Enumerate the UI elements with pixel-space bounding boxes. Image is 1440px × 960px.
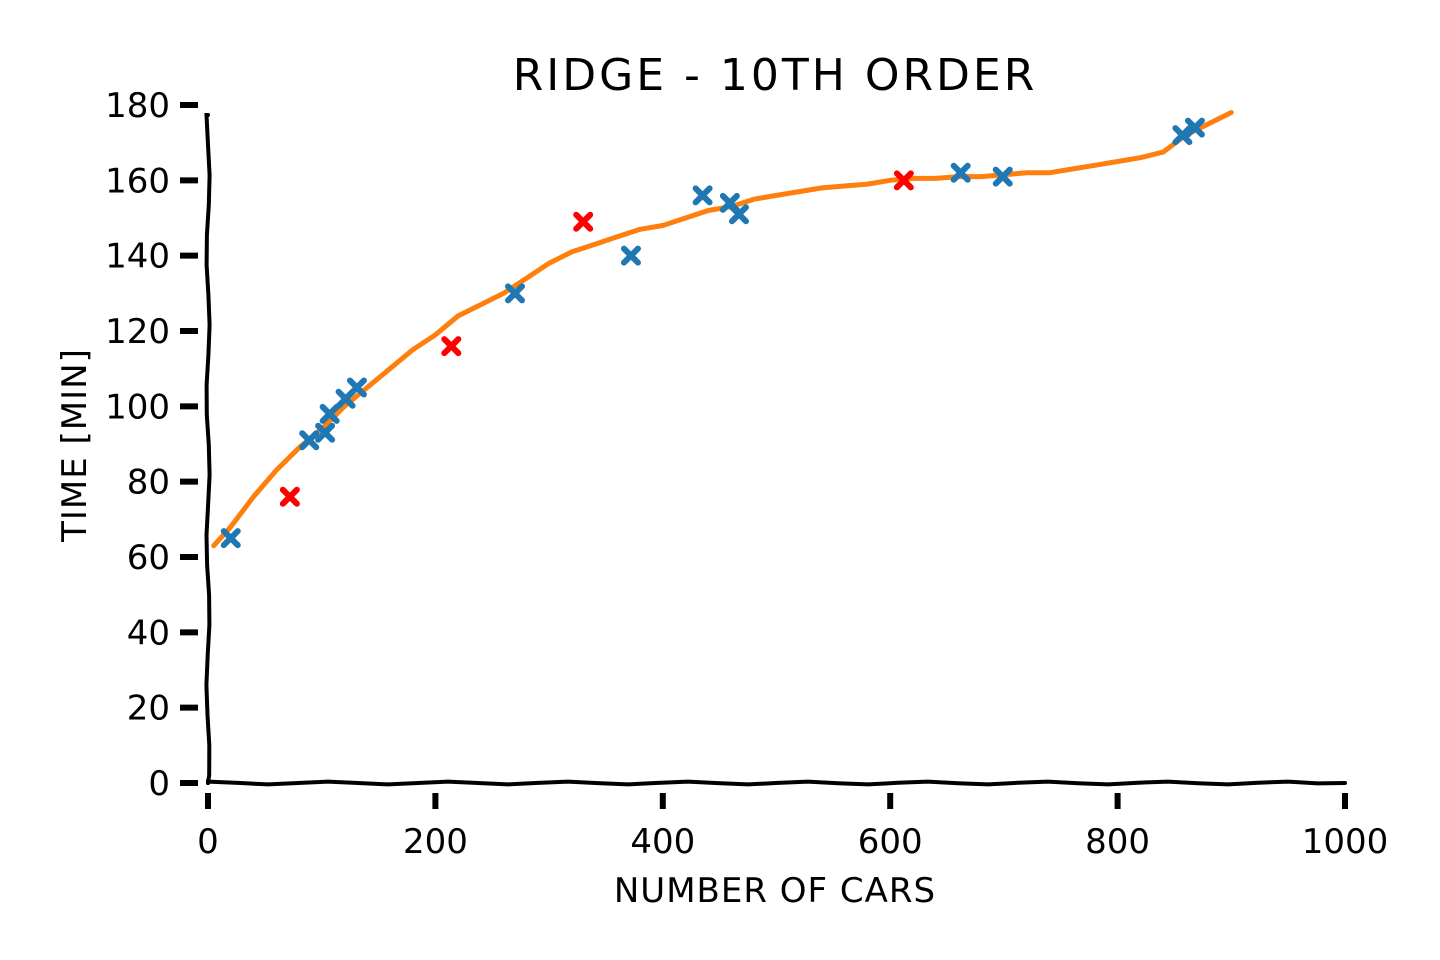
data-point-stroke [319,403,340,424]
data-point [992,166,1013,187]
data-point-stroke [279,486,300,507]
axes: 0 20 40 60 80 100 120 140 160 180 0 200 400 600 800 100… [105,86,1388,862]
data-point-stroke [504,283,525,304]
data-point-stroke [346,377,367,398]
y-tick-label: 20 [127,689,170,729]
data-point-stroke [893,170,914,191]
chart-title: RIDGE - 10TH ORDER [513,50,1038,101]
y-tick-label: 40 [127,613,170,653]
data-point-stroke [573,211,594,232]
data-point-stroke [620,245,641,266]
data-point [315,422,336,443]
data-point [573,211,594,232]
y-axis-label: TIME [MIN] [55,348,95,543]
data-point [620,245,641,266]
x-axis-label: NUMBER OF CARS [614,871,936,911]
data-point [728,204,749,225]
data-point [1184,117,1205,138]
data-point-stroke [1184,117,1205,138]
data-point-stroke [992,166,1013,187]
y-tick-label: 60 [127,538,170,578]
y-tick-label: 160 [105,161,170,201]
y-axis-line [204,113,212,785]
data-point [692,185,713,206]
data-point-stroke [299,430,320,451]
data-point [346,377,367,398]
y-tick-label: 120 [105,312,170,352]
data-point-stroke [719,192,740,213]
y-tick-label: 180 [105,86,170,126]
fit-line-layer [211,110,1234,549]
y-tick-label: 140 [105,237,170,277]
data-point [220,528,241,549]
markers-layer [220,117,1205,549]
x-tick-label: 800 [1085,822,1150,862]
data-point-stroke [220,528,241,549]
data-point-stroke [1172,125,1193,146]
x-tick-label: 200 [403,822,468,862]
x-tick-label: 0 [197,822,219,862]
x-tick-label: 400 [630,822,695,862]
data-point-stroke [441,336,462,357]
data-point [441,336,462,357]
x-axis-line [206,779,1347,787]
y-tick-label: 80 [127,463,170,503]
data-point [950,162,971,183]
data-point [299,430,320,451]
data-point [319,403,340,424]
x-tick-label: 600 [858,822,923,862]
data-point-stroke [728,204,749,225]
y-tick-label: 100 [105,387,170,427]
fit-line [211,110,1234,549]
data-point [279,486,300,507]
data-point [504,283,525,304]
data-point [893,170,914,191]
data-point-stroke [315,422,336,443]
data-point-stroke [692,185,713,206]
data-point [1172,125,1193,146]
x-tick-label: 1000 [1302,822,1389,862]
data-point-stroke [950,162,971,183]
y-tick-label: 0 [148,764,170,804]
